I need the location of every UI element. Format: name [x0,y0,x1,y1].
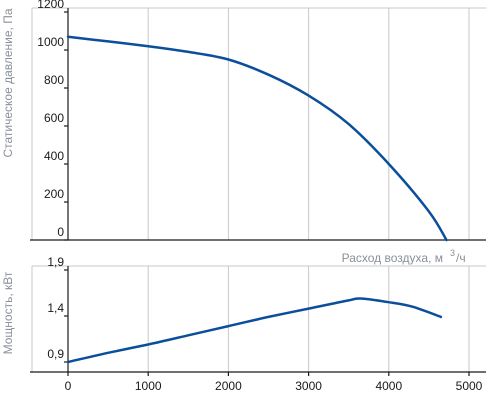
x-axis-label: Расход воздуха, м [342,251,443,265]
y-tick-label: 1000 [37,35,64,49]
x-tick-label: 3000 [295,379,322,393]
power-chart: 1,9 1,4 0,9 0 1000 2000 3000 4000 5000 [30,255,486,393]
y-tick-label: 200 [44,187,64,201]
y-tick-label: 1200 [37,0,64,11]
y-axis-label-pressure: Статическое давление, Па [1,8,15,157]
pressure-chart: 1200 1000 800 600 400 200 0 [30,0,486,242]
series-line [66,35,448,242]
y-tick-label: 1,9 [47,255,64,269]
y-tick-label: 0 [57,225,64,239]
x-tick-label: 5000 [456,379,483,393]
x-tick-label: 4000 [375,379,402,393]
y-axis-label-power: Мощность, кВт [1,271,15,354]
y-tick-label: 800 [44,73,64,87]
x-axis-label-superscript: 3 [450,248,455,258]
y-tick-label: 0,9 [47,347,64,361]
series-line [66,297,443,364]
x-axis-label-suffix: /ч [456,251,466,265]
x-tick-label: 0 [65,379,72,393]
chart-labels: Статическое давление, Па Мощность, кВт Р… [1,8,466,354]
y-tick-label: 400 [44,149,64,163]
y-tick-label: 1,4 [47,301,64,315]
x-tick-label: 1000 [135,379,162,393]
x-tick-label: 2000 [215,379,242,393]
y-tick-label: 600 [44,111,64,125]
